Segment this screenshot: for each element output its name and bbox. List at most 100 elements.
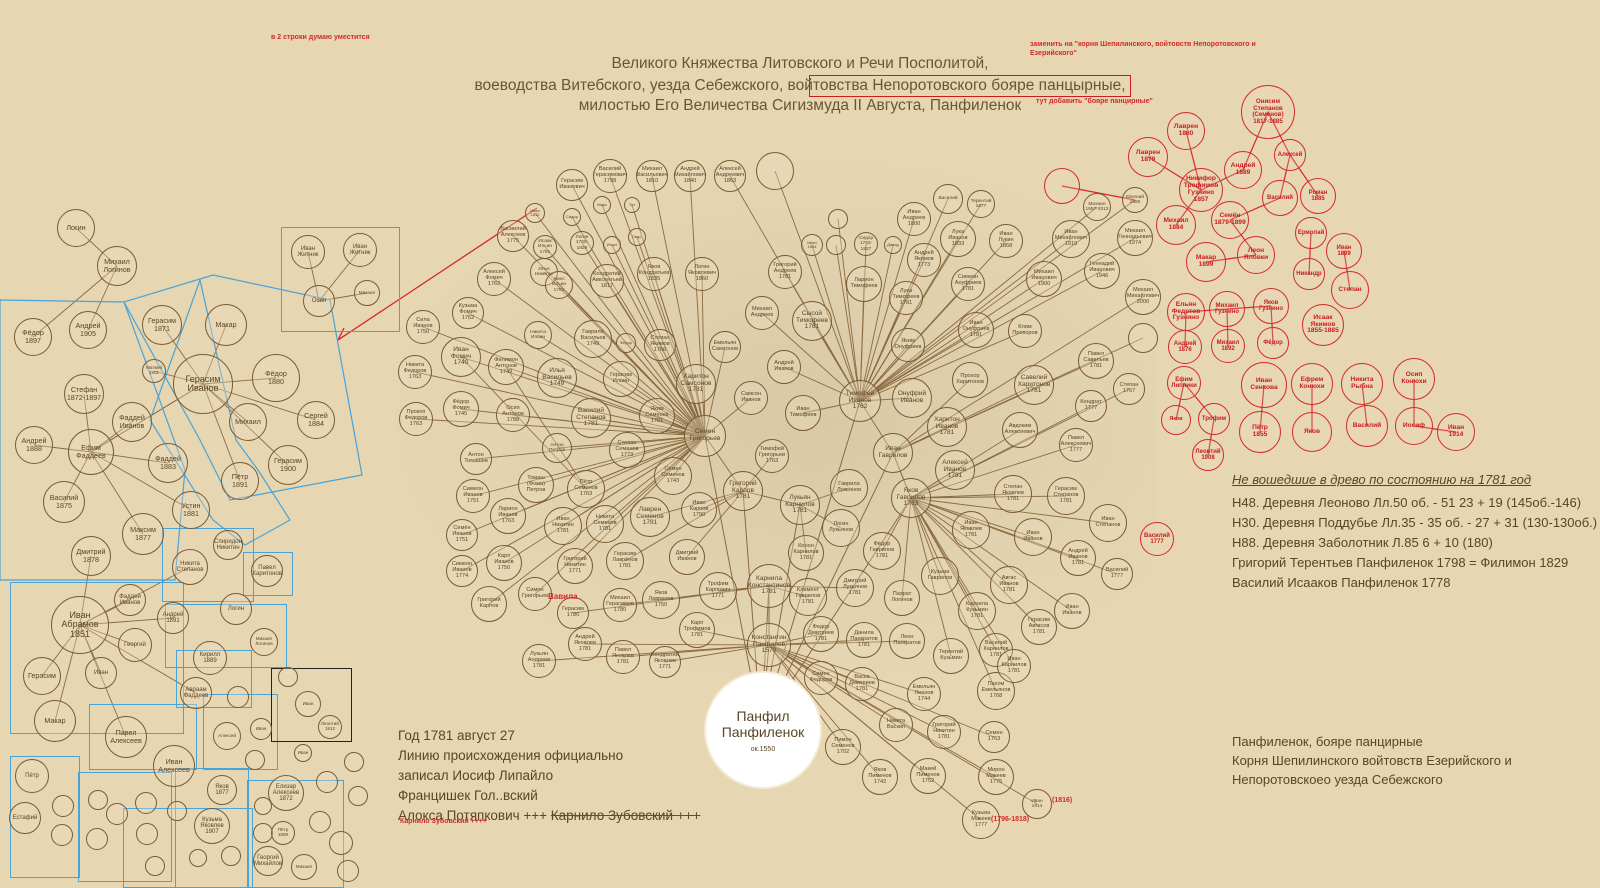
person-node: Дмитрий Лукьянов 1781 <box>836 569 874 607</box>
person-name: Спиридон Никитин <box>214 538 242 551</box>
person-name: Яким Онуфриев <box>894 338 922 350</box>
person-name: Павел Харитонов <box>252 564 282 577</box>
person-node: Степан Семенов 1773 <box>609 432 645 468</box>
record-line-5: Алокса Потяпкович +++ Карнило Зубовский … <box>398 808 701 823</box>
red-person-node: Ермолай <box>1295 217 1327 249</box>
person-node: Логин Яковлевич 1860 <box>685 257 719 291</box>
person-node: Герасим Степанов 1781 <box>1047 477 1085 515</box>
person-name: Герасим Авгасов 1781 <box>1028 617 1050 635</box>
person-node: Иван Никитин 1781 <box>544 507 582 545</box>
person-name: Макар 1899 <box>1195 254 1217 268</box>
person-name: Герасим Лаврёнов 1781 <box>612 551 638 569</box>
connector-line <box>475 435 706 460</box>
red-person-node: Пётр 1855 <box>1239 411 1281 453</box>
person-name: Михаил 1957-2013 <box>1085 201 1109 212</box>
person-name: Фёдор 1880 <box>265 369 287 386</box>
person-node: Осип Антонов 1788 <box>496 398 530 432</box>
person-name: Григорий Никитин 1771 <box>563 556 587 574</box>
not-included-line-1: Н48. Деревня Леоново Лл.50 об. - 51 23 +… <box>1232 495 1582 510</box>
person-name: Герасим Иванов <box>185 373 221 393</box>
person-node: Василий 1777 <box>1101 558 1133 590</box>
connector-line <box>768 640 908 646</box>
person-name: Ларион Иванов 1763 <box>498 506 518 524</box>
person-node: Пётр <box>15 759 49 793</box>
person-node: Михаил Михайлович 2000 <box>1125 279 1161 315</box>
red-person-node: Михаил Гузнино <box>1209 291 1245 327</box>
person-node: Андрей Иванов 1781 <box>1060 540 1096 576</box>
person-name: Логин <box>66 223 86 233</box>
person-node: Лукьян Андреев 1781 <box>522 644 556 678</box>
person-name: Павел Алексеевич 1777 <box>1060 435 1092 453</box>
person-name: Иван 1812 <box>530 207 540 217</box>
not-included-block: Не вошедшие в древо по состоянию на 1781… <box>1232 470 1597 593</box>
person-node: Михаил <box>354 280 380 306</box>
person-name: Прохор Харитонов <box>956 373 984 385</box>
person-name: Григорий Никитин 1781 <box>932 722 956 740</box>
title-line-2: воеводства Витебского, уезда Себежского,… <box>474 77 1126 94</box>
person-node <box>278 667 298 687</box>
group-outline-blue <box>123 274 363 501</box>
person-node: Данила Панкратов 1781 <box>846 622 882 658</box>
connector-line <box>774 170 861 402</box>
person-node: Михаил Андреев <box>745 296 779 330</box>
person-name: Никита Семенов 1781 <box>593 514 617 532</box>
red-person-node: Иван 1914 <box>1437 413 1475 451</box>
person-node: Яков Кондратьев 1835 <box>637 257 671 291</box>
root-node: Панфил Панфиленок ок.1550 <box>704 671 822 789</box>
connector-line <box>859 218 915 402</box>
root-year: ок.1550 <box>750 745 776 753</box>
connector-line <box>859 278 1045 402</box>
person-name: Исаак Якимов 1855-1885 <box>1307 313 1339 335</box>
person-node: Пахрат Логинов <box>884 580 920 616</box>
person-node: Трофим Карпович 1771 <box>699 572 737 610</box>
person-name: Иван Сенкова <box>1250 377 1278 391</box>
person-name: Герасим Иванович <box>559 178 585 190</box>
person-node <box>756 152 794 190</box>
person-name: Герасим <box>28 671 56 681</box>
person-name: Кирилл 1889 <box>199 651 221 664</box>
record-line-2: Линию происхождения официально <box>398 748 624 763</box>
red-person-node: Яков <box>1161 405 1191 435</box>
person-name: Павел Савельев 1781 <box>1083 351 1109 369</box>
person-name: Лука Тимофеев 1781 <box>892 288 920 306</box>
person-node: Кондрат 1777 <box>1075 390 1107 422</box>
person-name: Степан Семенов 1773 <box>615 440 639 458</box>
person-node: Савелий Харитонов 1781 <box>1014 365 1054 405</box>
person-node: Сила Иванов 1750 <box>406 310 440 344</box>
red-label: (1796-1818) <box>991 816 1030 823</box>
person-node: Ефим Фаддеев <box>68 429 114 475</box>
person-name: Фаддей Иванов <box>119 593 141 606</box>
person-node: Герасим Ильин <box>603 361 639 397</box>
footer-line-1: Панфиленок, бояре панцирные <box>1232 734 1423 749</box>
red-person-node: Степан <box>1331 271 1369 309</box>
person-node: Семен Семенов 1743 <box>654 457 692 495</box>
person-node: Михаил Геннадьевич 1974 <box>1117 220 1153 256</box>
person-name: Амос Ильин 1781 <box>551 277 567 293</box>
person-node <box>52 795 74 817</box>
person-name: Василий 1875 <box>49 493 79 510</box>
note-add: тут добавить "бояре панцирные" <box>1036 98 1153 105</box>
person-name: Харитон Самсонов 1781 <box>680 372 712 394</box>
person-name: Пимон Семенов 1702 <box>831 737 855 755</box>
person-name: Андрей 1905 <box>75 321 101 338</box>
title-line-1: Великого Княжества Литовского и Речи Пос… <box>611 55 989 72</box>
person-name: Степан 1767 <box>1119 382 1139 394</box>
person-node: Авгас Иванов 1781 <box>990 566 1028 604</box>
person-node: Логин 1760-1829 <box>570 231 594 255</box>
person-name: Степан Якимов 1766 <box>650 335 670 353</box>
person-node: Иван Михайлович 1919 <box>1052 220 1090 258</box>
person-node: Григорий Андреев 1781 <box>768 255 802 289</box>
person-node: Лаврен Семенов 1781 <box>630 497 670 537</box>
connector-line <box>768 644 925 695</box>
group-box-blue <box>281 227 400 332</box>
not-included-line-5: Василий Исааков Панфиленок 1778 <box>1232 575 1451 590</box>
red-person-node: Ефрем Конюхи <box>1291 363 1333 405</box>
person-node: Дмитрий Иванов <box>669 539 705 575</box>
person-node: Иван Яковлев 1781 <box>952 511 990 549</box>
person-name: Естафий <box>12 814 38 821</box>
person-name: Харитон Иванов 1781 <box>934 415 960 437</box>
person-node: Григорий Карпов <box>471 586 507 622</box>
person-name: Никита Федоров 1763 <box>403 362 427 380</box>
person-name: Лукьян Карнилов 1781 <box>785 493 815 515</box>
person-node: Гавр. <box>628 228 646 246</box>
